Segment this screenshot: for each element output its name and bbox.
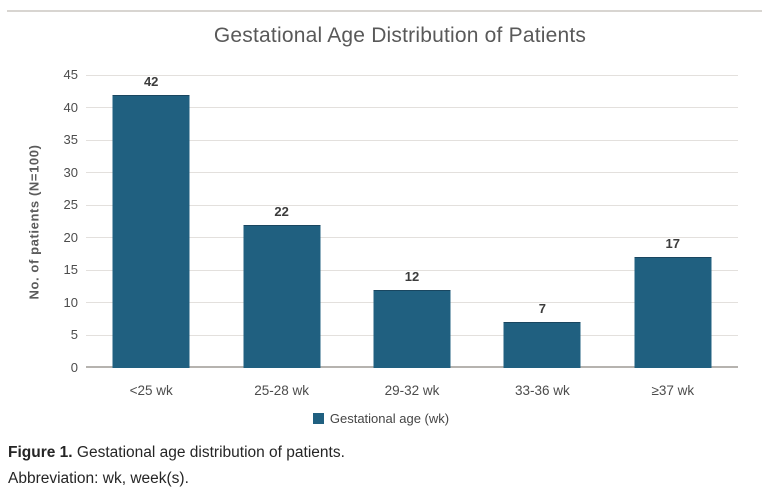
figure-text: Gestational age distribution of patients… [72,444,345,461]
x-tick-label: <25 wk [129,383,173,398]
y-tick-label: 20 [63,229,78,245]
legend-swatch [312,413,324,424]
caption-line-2: Abbreviation: wk, week(s). [8,470,189,487]
bar-value-label: 42 [143,73,159,89]
bar-value-label: 17 [665,236,681,252]
x-axis-labels: <25 wk 25-28 wk 29-32 wk 33-36 wk ≥37 wk [86,383,738,398]
gridline [86,107,738,109]
y-tick-label: 0 [70,360,78,375]
bar [112,94,190,368]
legend-label: Gestational age (wk) [329,411,450,426]
y-tick-label: 5 [70,327,78,343]
bar [243,224,321,368]
top-divider-rule [7,10,762,12]
gridline [86,172,738,174]
bar-value-label: 7 [538,301,546,317]
y-tick-label: 15 [63,262,78,278]
gridline [86,74,738,76]
x-tick-label: 33-36 wk [515,383,570,398]
y-tick-label: 10 [63,294,78,310]
y-tick-label: 25 [63,197,78,213]
bar-column: 7 [477,75,607,368]
bar-column: 22 [216,75,346,368]
plot-area: 42 22 12 7 17 [86,73,738,368]
y-tick-label: 35 [63,132,78,148]
x-tick-label: ≥37 wk [651,383,695,398]
bar-value-label: 12 [404,268,420,284]
bar [634,257,712,368]
caption-line-1: Figure 1. Gestational age distribution o… [8,440,752,466]
bar-column: 42 [86,73,216,368]
gridline [86,237,738,239]
bar-column: 12 [347,75,477,368]
y-axis-title-container: No. of patients (N=100) [24,75,44,368]
gridline [86,139,738,141]
x-tick-label: 25-28 wk [254,383,309,398]
gridline [86,204,738,206]
x-tick-label: 29-32 wk [384,383,440,398]
figure-caption: Figure 1. Gestational age distribution o… [8,440,752,492]
bar [503,322,581,368]
bar [373,289,451,368]
legend: Gestational age (wk) [0,411,762,426]
y-tick-label: 30 [63,164,78,180]
y-tick-label: 45 [63,67,78,82]
bar-value-label: 22 [274,203,289,219]
gridline [86,269,738,271]
y-tick-label: 40 [63,99,78,115]
bar-column: 17 [608,75,738,368]
figure-label: Figure 1. [8,444,73,461]
chart-title: Gestational Age Distribution of Patients [213,24,587,47]
